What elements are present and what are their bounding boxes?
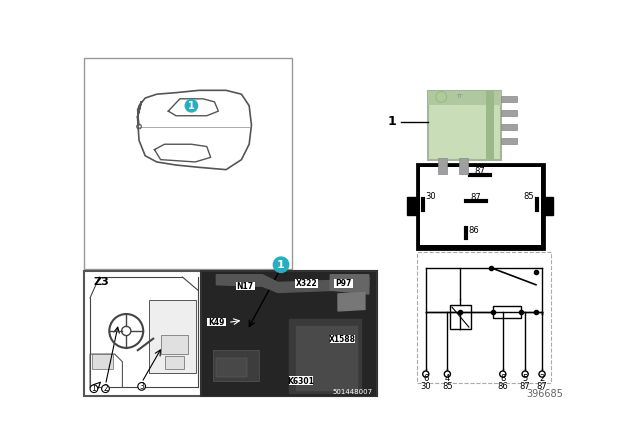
Text: 87: 87	[537, 382, 547, 391]
Text: 4: 4	[445, 374, 450, 383]
Bar	[289, 376, 314, 385]
Circle shape	[273, 257, 289, 272]
Text: 2: 2	[540, 374, 545, 383]
Bar	[501, 110, 516, 116]
Bar	[501, 96, 516, 102]
Circle shape	[138, 383, 145, 390]
Text: 1: 1	[188, 101, 195, 111]
Bar	[149, 300, 196, 373]
Bar	[493, 306, 520, 318]
Text: 1: 1	[277, 260, 285, 270]
Text: 87: 87	[474, 167, 485, 176]
Bar	[236, 282, 255, 290]
Bar	[420, 167, 541, 246]
Text: 85: 85	[442, 382, 452, 391]
Bar	[334, 280, 353, 288]
Text: X322: X322	[296, 280, 317, 289]
Bar	[84, 271, 376, 396]
Text: 5: 5	[522, 374, 528, 383]
Circle shape	[522, 371, 528, 377]
Text: 8: 8	[500, 374, 506, 383]
Bar	[501, 138, 516, 144]
Circle shape	[444, 371, 451, 377]
Bar	[164, 356, 184, 370]
Text: 6: 6	[423, 374, 428, 383]
Circle shape	[102, 385, 109, 392]
Bar	[216, 358, 247, 377]
Bar	[161, 335, 188, 354]
Bar	[417, 252, 551, 383]
Bar	[407, 197, 417, 215]
Text: 1: 1	[92, 384, 96, 393]
Text: X1588: X1588	[329, 335, 356, 344]
Text: 501448007: 501448007	[333, 389, 372, 395]
Bar	[543, 197, 553, 215]
Bar	[84, 58, 292, 269]
Text: 3: 3	[140, 382, 144, 391]
Text: 85: 85	[523, 192, 534, 201]
Bar	[212, 350, 259, 381]
Text: K6301: K6301	[287, 376, 314, 386]
Text: 86: 86	[468, 226, 479, 235]
Bar	[207, 318, 227, 326]
Bar	[201, 271, 376, 396]
Text: TT: TT	[456, 95, 462, 99]
Text: P97: P97	[335, 280, 351, 289]
Polygon shape	[296, 326, 357, 390]
Circle shape	[185, 99, 198, 112]
Bar	[501, 124, 516, 130]
Bar	[428, 90, 501, 160]
Text: N17: N17	[236, 282, 253, 291]
Bar	[92, 354, 113, 370]
Bar	[202, 271, 376, 396]
Text: 30: 30	[420, 382, 431, 391]
Bar	[459, 159, 468, 174]
Circle shape	[90, 385, 98, 392]
Bar	[428, 91, 501, 104]
Text: 87: 87	[470, 193, 481, 202]
Text: 1: 1	[388, 115, 396, 128]
Text: K49: K49	[208, 318, 225, 327]
Circle shape	[539, 371, 545, 377]
Polygon shape	[289, 319, 361, 392]
Bar	[438, 159, 447, 174]
Bar	[330, 335, 355, 343]
Bar	[295, 280, 318, 288]
Polygon shape	[338, 293, 365, 311]
Polygon shape	[330, 275, 369, 294]
Text: 87: 87	[520, 382, 531, 391]
Text: 86: 86	[497, 382, 508, 391]
Text: Z3: Z3	[93, 277, 109, 287]
Circle shape	[422, 371, 429, 377]
Bar	[417, 164, 543, 249]
Polygon shape	[216, 275, 369, 293]
Circle shape	[436, 91, 447, 102]
Bar	[486, 90, 493, 160]
Text: 396685: 396685	[526, 389, 563, 399]
Text: 30: 30	[425, 192, 436, 201]
Text: 2: 2	[103, 384, 108, 393]
Bar	[450, 305, 471, 329]
Circle shape	[500, 371, 506, 377]
